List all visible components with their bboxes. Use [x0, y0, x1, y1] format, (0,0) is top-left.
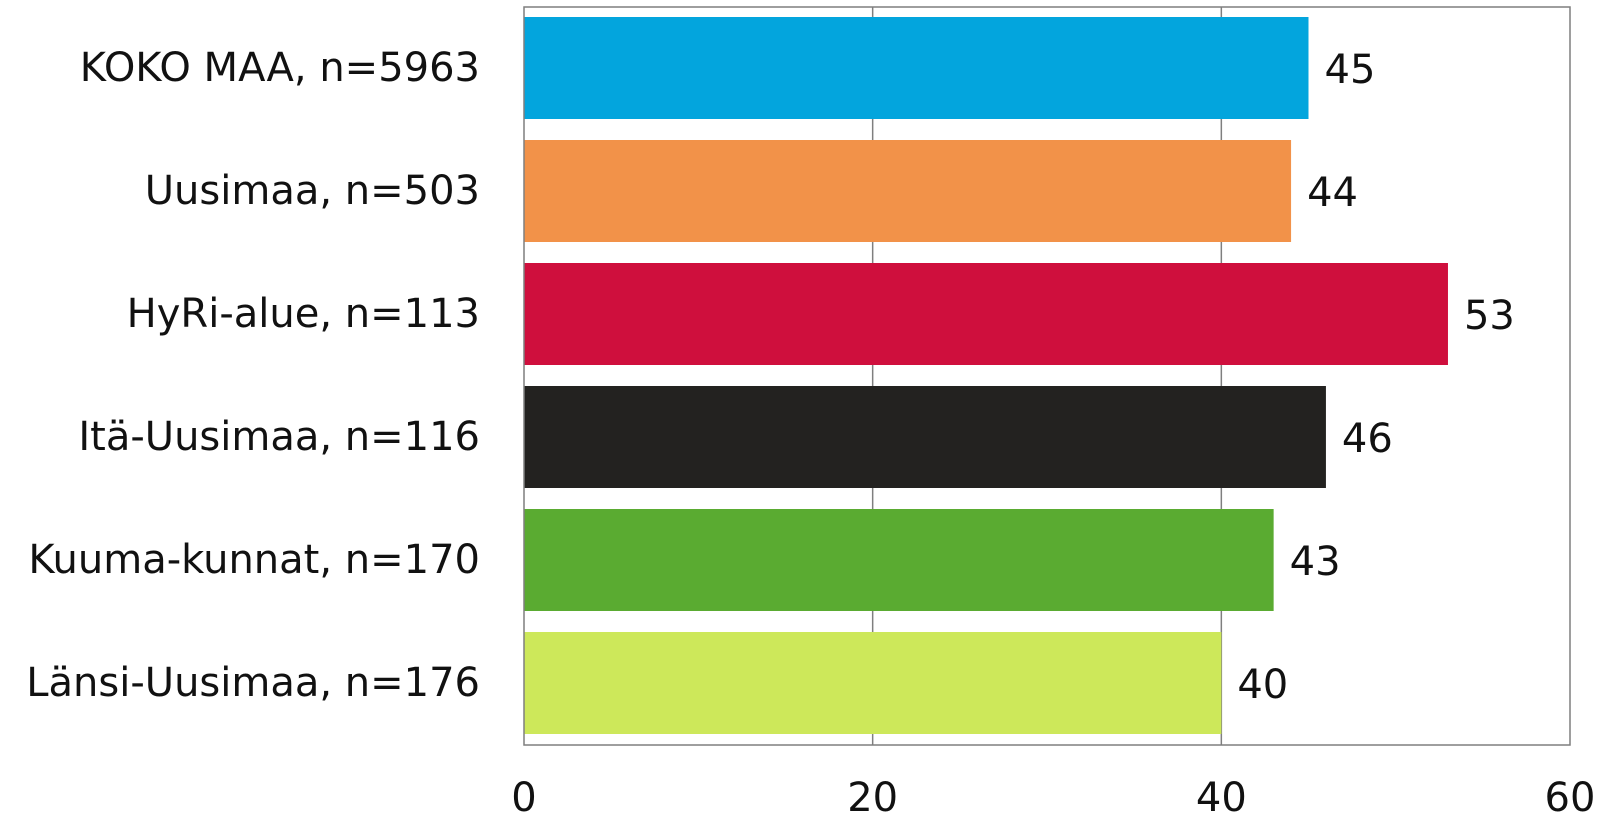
- x-tick-label-2: 40: [1196, 775, 1247, 820]
- bar-0: [524, 17, 1309, 119]
- value-label-4: 43: [1290, 539, 1341, 585]
- value-label-0: 45: [1325, 47, 1376, 93]
- category-label-1: Uusimaa, n=503: [145, 168, 480, 214]
- x-tick-label-3: 60: [1545, 775, 1596, 820]
- category-label-3: Itä-Uusimaa, n=116: [78, 414, 480, 460]
- value-label-5: 40: [1237, 662, 1288, 708]
- category-label-2: HyRi-alue, n=113: [127, 291, 480, 337]
- bar-4: [524, 509, 1274, 611]
- category-labels: KOKO MAA, n=5963 Uusimaa, n=503 HyRi-alue,…: [26, 45, 480, 706]
- x-axis-tick-labels: 0 20 40 60: [511, 775, 1595, 820]
- value-label-1: 44: [1307, 170, 1358, 216]
- value-label-3: 46: [1342, 416, 1393, 462]
- gridlines: [871, 7, 1223, 745]
- bar-3: [524, 386, 1326, 488]
- category-label-5: Länsi-Uusimaa, n=176: [26, 660, 480, 706]
- value-label-2: 53: [1464, 293, 1515, 339]
- bar-1: [524, 140, 1292, 242]
- x-tick-label-0: 0: [511, 775, 536, 820]
- bar-2: [524, 263, 1448, 365]
- value-labels: 45 44 53 46 43 40: [1237, 47, 1515, 708]
- x-tick-label-1: 20: [847, 775, 898, 820]
- category-label-4: Kuuma-kunnat, n=170: [28, 537, 480, 583]
- plot-frame: [523, 6, 1571, 746]
- bar-5: [524, 632, 1222, 734]
- category-label-0: KOKO MAA, n=5963: [80, 45, 480, 91]
- bars: [524, 17, 1448, 734]
